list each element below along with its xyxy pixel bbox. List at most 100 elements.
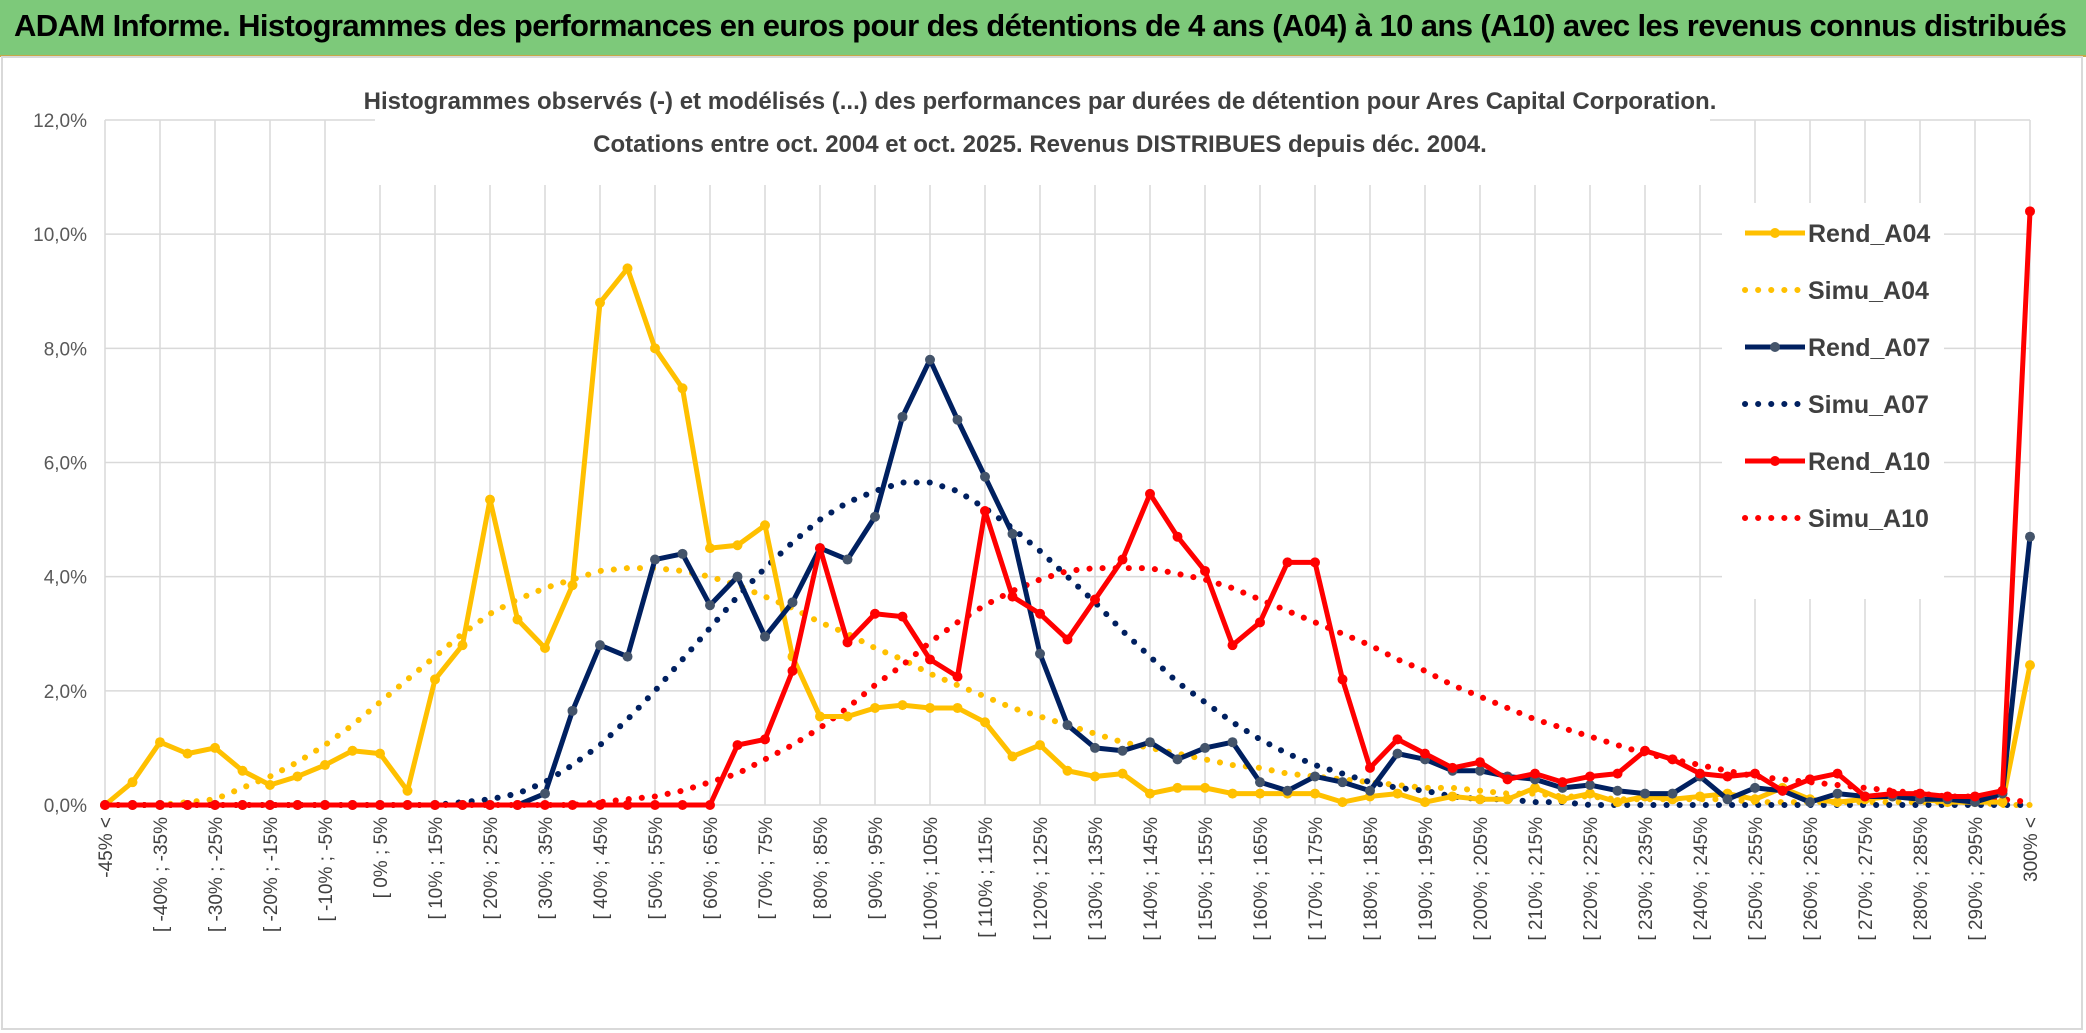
legend-marker: [1770, 228, 1780, 238]
data-point: [127, 777, 138, 788]
data-point: [1777, 785, 1788, 796]
y-tick-label: 6,0%: [44, 454, 87, 475]
y-tick-label: 12,0%: [33, 111, 87, 132]
data-point: [210, 742, 220, 753]
data-point: [1172, 754, 1183, 765]
data-point: [1310, 788, 1320, 799]
data-point: [1310, 771, 1320, 782]
title-background: [375, 77, 1710, 185]
x-tick-label: [ 210% ; 215%: [1526, 817, 1547, 941]
x-tick-label: [ -10% ; -5%: [316, 817, 337, 922]
data-point: [952, 671, 963, 682]
data-point: [952, 414, 963, 425]
data-point: [347, 745, 358, 756]
data-point: [1832, 797, 1843, 808]
data-point: [1585, 788, 1595, 799]
data-point: [127, 800, 138, 810]
data-point: [1722, 771, 1733, 782]
x-tick-label: [ 180% ; 185%: [1361, 817, 1382, 941]
data-point: [375, 800, 385, 810]
data-point: [842, 711, 853, 722]
data-point: [650, 800, 660, 810]
series-simu-a07: [102, 479, 2033, 808]
data-point: [1475, 765, 1485, 776]
data-point: [1585, 771, 1595, 782]
data-point: [925, 654, 935, 665]
data-point: [980, 506, 990, 517]
chart-title: Histogrammes observés (-) et modélisés (…: [364, 88, 1717, 115]
legend-label: Rend_A10: [1808, 448, 1930, 476]
y-axis: 0,0% 2,0% 4,0% 6,0% 8,0% 10,0% 12,0%: [33, 111, 87, 817]
x-tick-label: [ 150% ; 155%: [1196, 817, 1217, 941]
data-point: [210, 800, 220, 810]
legend-item-rend-a10: Rend_A10: [1745, 448, 1930, 476]
data-point: [650, 554, 660, 565]
data-point: [485, 494, 495, 505]
data-point: [1695, 768, 1705, 779]
data-point: [732, 540, 743, 551]
data-point: [540, 643, 550, 654]
legend-marker: [1770, 342, 1780, 352]
x-tick-label: [ 230% ; 235%: [1636, 817, 1657, 941]
data-point: [1612, 768, 1623, 779]
data-point: [1200, 782, 1210, 793]
x-tick-label: [ 80% ; 85%: [811, 817, 832, 920]
data-point: [1722, 794, 1733, 805]
data-point: [1172, 531, 1183, 542]
y-tick-label: 10,0%: [33, 225, 87, 246]
data-point: [265, 800, 275, 810]
x-tick-label: [ 170% ; 175%: [1306, 817, 1327, 941]
data-point: [677, 383, 688, 394]
series-rend-a10: [100, 206, 2035, 810]
x-tick-label: [ 160% ; 165%: [1251, 817, 1272, 941]
x-tick-label: [ 280% ; 285%: [1911, 817, 1932, 941]
data-point: [485, 800, 495, 810]
data-point: [1117, 554, 1128, 565]
data-point: [567, 800, 578, 810]
data-point: [1612, 785, 1623, 796]
data-point: [622, 800, 633, 810]
legend-label: Rend_A07: [1808, 334, 1930, 362]
data-point: [705, 800, 715, 810]
y-tick-label: 4,0%: [44, 568, 87, 589]
x-tick-label: [ -40% ; -35%: [151, 817, 172, 932]
x-tick-label: -45% <: [96, 817, 117, 878]
data-point: [292, 800, 303, 810]
data-point: [1227, 640, 1238, 651]
data-point: [1475, 757, 1485, 768]
data-point: [732, 740, 743, 751]
data-point: [2025, 660, 2035, 671]
chart-subtitle: Cotations entre oct. 2004 et oct. 2025. …: [593, 131, 1487, 158]
data-point: [1007, 751, 1018, 762]
x-tick-label: [ 40% ; 45%: [591, 817, 612, 920]
data-point: [567, 705, 578, 716]
data-point: [430, 674, 440, 685]
data-point: [1200, 565, 1210, 576]
data-point: [1145, 737, 1155, 748]
x-tick-label: [ -20% ; -15%: [261, 817, 282, 932]
data-point: [1282, 557, 1293, 568]
data-point: [897, 700, 908, 711]
data-point: [980, 717, 990, 728]
legend: Rend_A04 Simu_A04 Rend_A07 Simu_A07 Rend_A10…: [1722, 203, 1944, 599]
data-point: [677, 548, 688, 559]
data-point: [292, 771, 303, 782]
data-point: [1255, 777, 1265, 788]
data-point: [1227, 788, 1238, 799]
data-point: [1365, 785, 1375, 796]
legend-label: Simu_A07: [1808, 391, 1929, 419]
data-point: [1090, 742, 1100, 753]
data-point: [870, 702, 880, 713]
data-point: [677, 800, 688, 810]
data-point: [1420, 748, 1430, 759]
data-point: [155, 800, 165, 810]
x-tick-label: [ 0% ; 5%: [371, 817, 392, 898]
y-tick-label: 8,0%: [44, 339, 87, 360]
data-point: [1117, 768, 1128, 779]
data-point: [1310, 557, 1320, 568]
data-point: [1612, 797, 1623, 808]
data-point: [1832, 768, 1843, 779]
data-point: [1557, 794, 1568, 805]
x-tick-label: [ 110% ; 115%: [976, 817, 997, 938]
x-tick-label: [ 70% ; 75%: [756, 817, 777, 920]
